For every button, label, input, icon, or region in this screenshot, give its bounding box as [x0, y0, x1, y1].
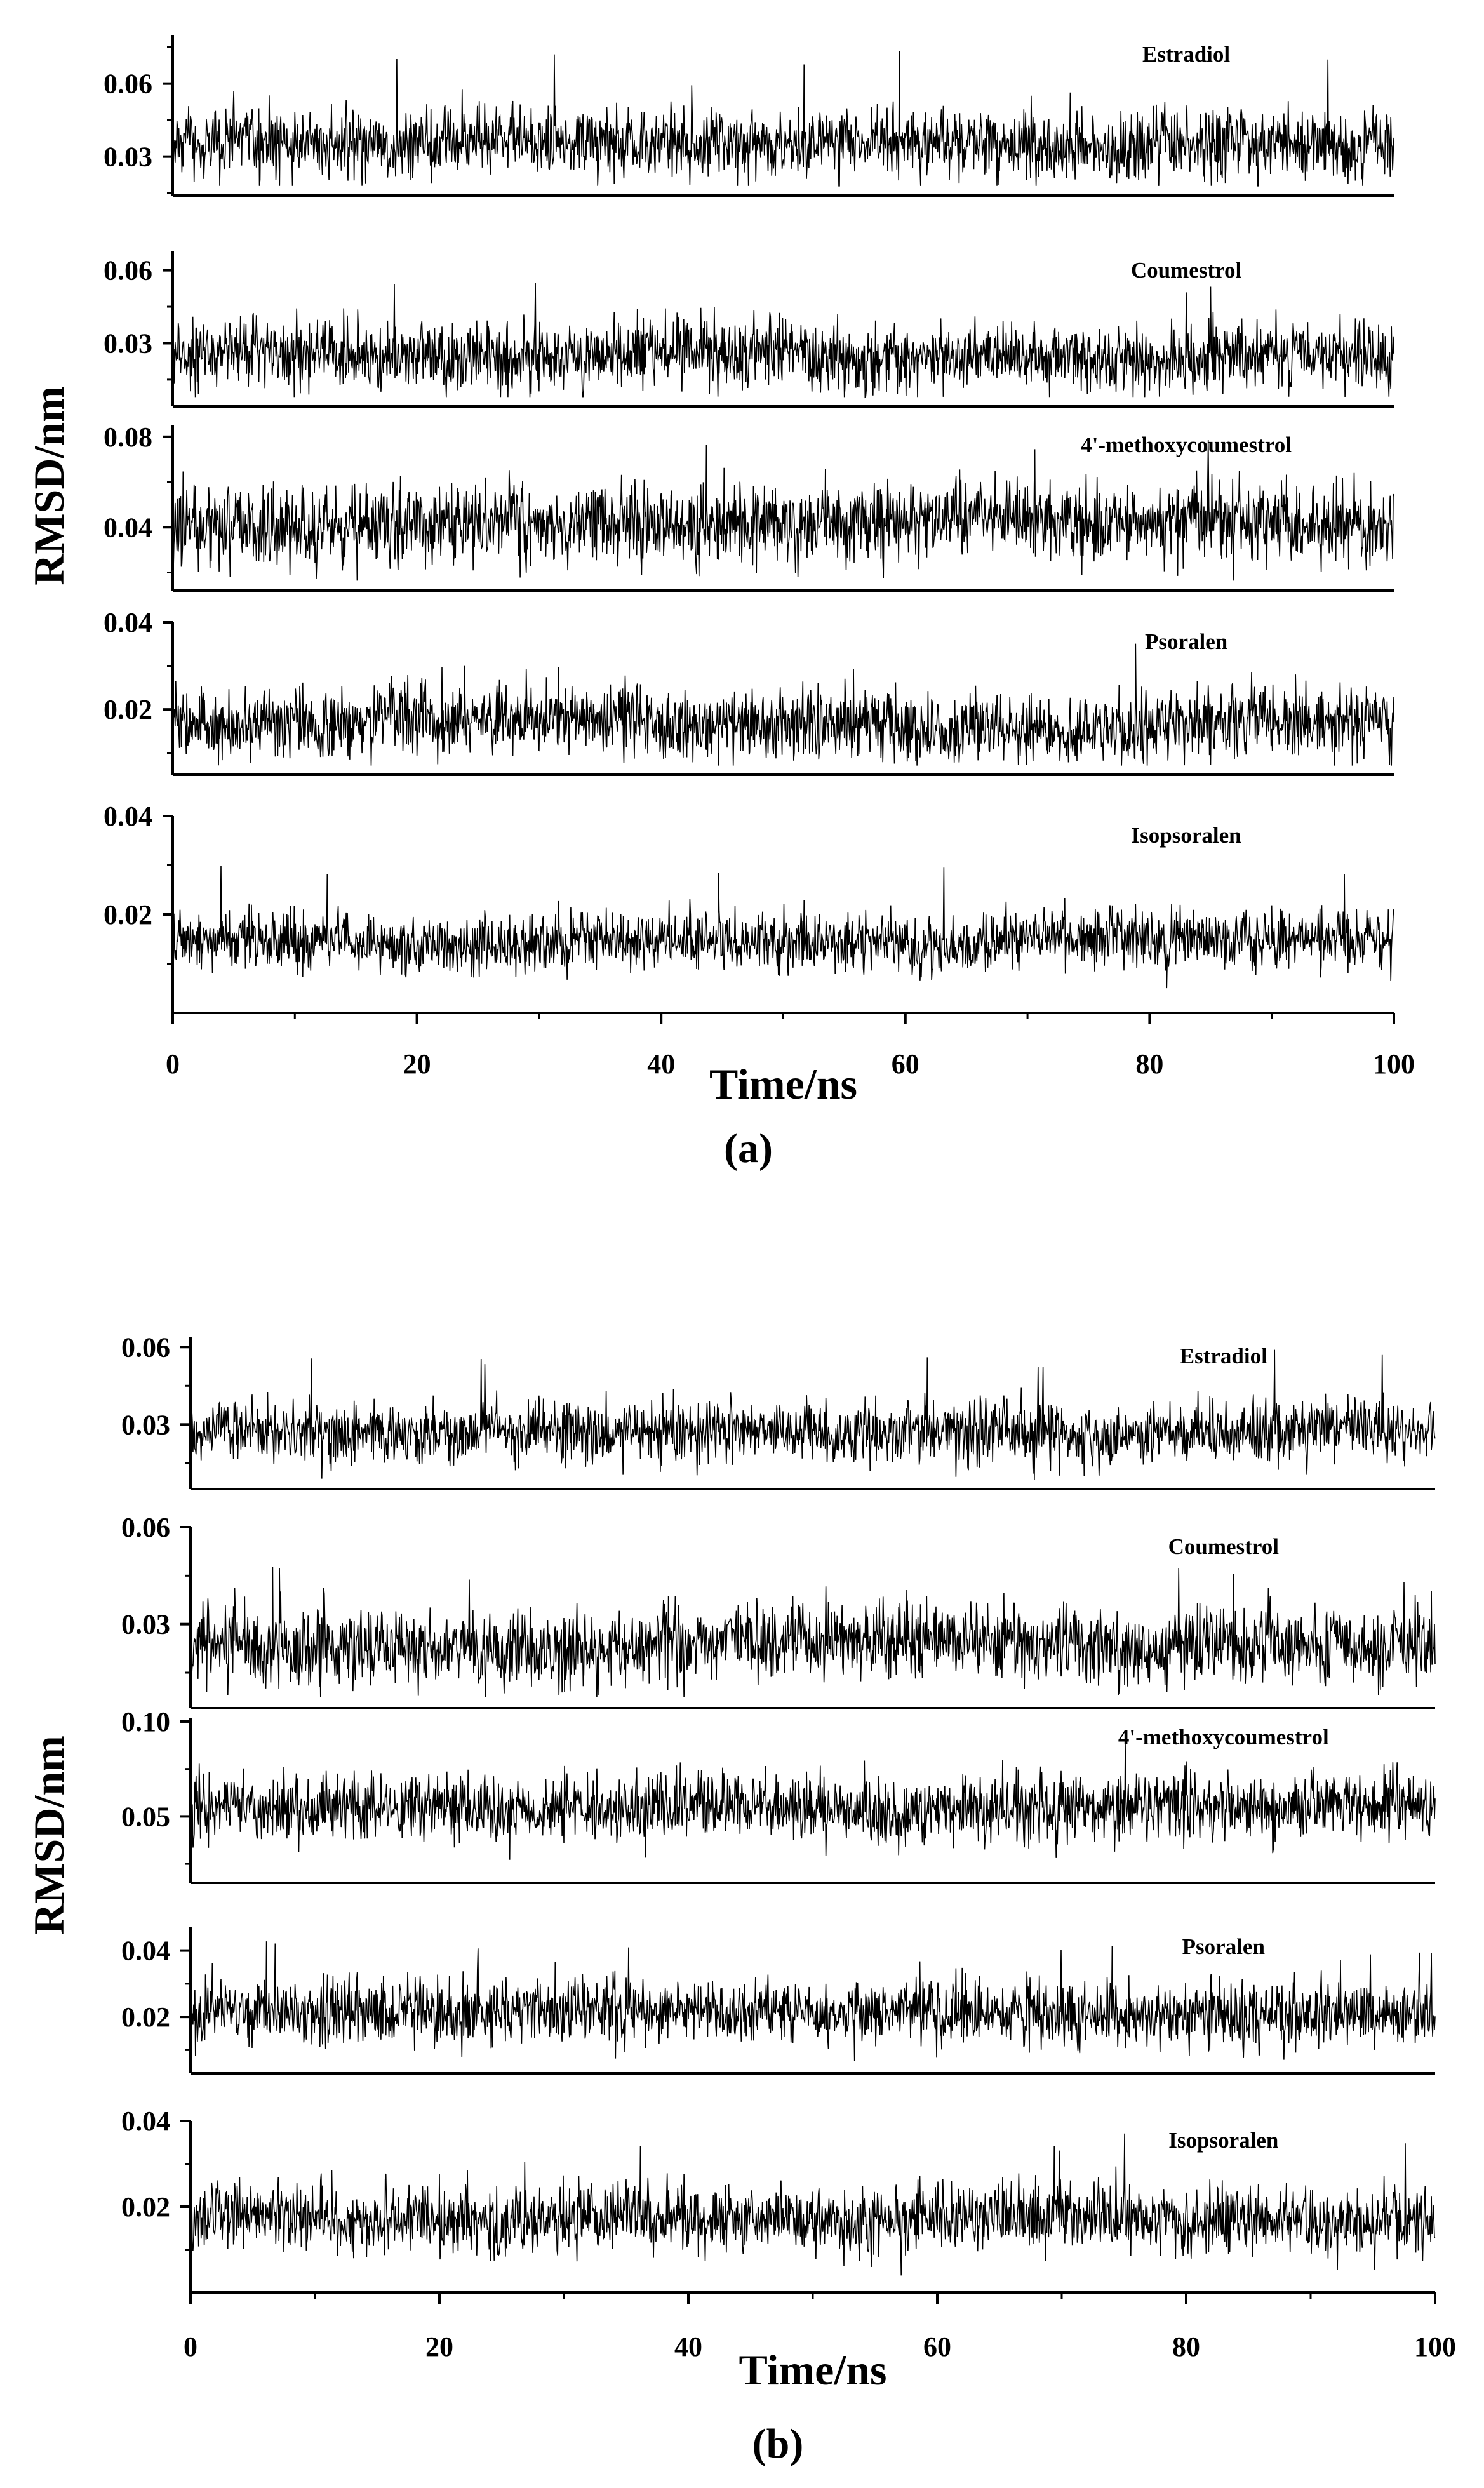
x-tick-label: 80	[1135, 1048, 1163, 1080]
y-tick-label: 0.04	[121, 1936, 170, 1967]
y-tick-label: 0.03	[104, 328, 152, 359]
series-line	[172, 866, 1394, 989]
x-tick-label: 100	[1373, 1048, 1415, 1080]
y-tick-label: 0.06	[121, 1332, 170, 1363]
subplot-estradiol: 0.03 0.06 Estradiol	[121, 1332, 1436, 1490]
series-line	[172, 51, 1394, 187]
y-tick-label: 0.05	[121, 1801, 170, 1832]
series-line	[190, 1567, 1436, 1697]
panel-label: (b)	[752, 2421, 804, 2467]
subplot-4-methoxycoumestrol: 0.04 0.08 4'-methoxycoumestrol	[104, 422, 1394, 592]
series-name-label: Coumestrol	[1131, 258, 1242, 283]
x-tick-label: 20	[403, 1048, 431, 1080]
subplot-psoralen: 0.02 0.04 Psoralen	[121, 1927, 1436, 2075]
x-axis-title: Time/ns	[709, 1060, 857, 1108]
x-axis-title: Time/ns	[739, 2346, 886, 2394]
x-tick-label: 20	[425, 2331, 453, 2362]
series-name-label: 4'-methoxycoumestrol	[1081, 432, 1292, 457]
panel-label: (a)	[724, 1125, 773, 1172]
y-tick-label: 0.03	[121, 1409, 170, 1440]
y-tick-label: 0.02	[104, 899, 152, 930]
subplot-isopsoralen: 0.02 0.04 Isopsoralen	[104, 801, 1394, 1014]
subplot-4-methoxycoumestrol: 0.05 0.10 4'-methoxycoumestrol	[121, 1706, 1436, 1884]
y-axis-title: RMSD/nm	[25, 386, 73, 585]
x-tick-label: 40	[647, 1048, 675, 1080]
x-tick-label: 0	[184, 2331, 197, 2362]
series-line	[172, 283, 1394, 399]
y-tick-label: 0.04	[104, 801, 152, 832]
series-line	[190, 1349, 1436, 1480]
series-name-label: Isopsoralen	[1168, 2128, 1278, 2153]
y-tick-label: 0.04	[104, 607, 152, 638]
series-line	[190, 2133, 1436, 2276]
x-tick-label: 0	[166, 1048, 180, 1080]
series-name-label: Isopsoralen	[1132, 823, 1241, 848]
y-tick-label: 0.03	[121, 1609, 170, 1640]
subplot-coumestrol: 0.03 0.06 Coumestrol	[104, 251, 1394, 408]
y-tick-label: 0.04	[104, 512, 152, 543]
y-tick-label: 0.03	[104, 142, 152, 173]
series-name-label: 4'-methoxycoumestrol	[1118, 1725, 1329, 1749]
series-line	[190, 1739, 1436, 1860]
x-tick-label: 60	[923, 2331, 951, 2362]
x-tick-label: 80	[1172, 2331, 1200, 2362]
panel-b: 0.030.06 Estradiol0.030.06Coumestrol0.050…	[25, 1332, 1456, 2467]
y-tick-label: 0.02	[121, 2191, 170, 2223]
y-axis-title: RMSD/nm	[25, 1736, 73, 1935]
y-tick-label: 0.10	[121, 1706, 170, 1737]
y-tick-label: 0.02	[121, 2002, 170, 2033]
subplot-psoralen: 0.02 0.04 Psoralen	[104, 607, 1394, 776]
x-tick-label: 100	[1414, 2331, 1456, 2362]
subplot-coumestrol: 0.03 0.06 Coumestrol	[121, 1512, 1436, 1709]
series-name-label: Coumestrol	[1168, 1534, 1280, 1559]
x-tick-label: 60	[892, 1048, 919, 1080]
series-name-label: Estradiol	[1180, 1344, 1267, 1368]
y-tick-label: 0.02	[104, 694, 152, 725]
series-name-label: Estradiol	[1142, 42, 1230, 67]
series-line	[172, 643, 1394, 766]
y-tick-label: 0.06	[121, 1512, 170, 1543]
x-tick-label: 40	[674, 2331, 702, 2362]
y-tick-label: 0.06	[104, 255, 152, 286]
subplot-isopsoralen: 0.02 0.04 Isopsoralen	[121, 2106, 1436, 2294]
y-tick-label: 0.04	[121, 2106, 170, 2137]
series-name-label: Psoralen	[1182, 1934, 1265, 1959]
y-tick-label: 0.06	[104, 69, 152, 100]
y-tick-label: 0.08	[104, 422, 152, 453]
subplot-estradiol: 0.03 0.06 Estradiol	[104, 35, 1394, 197]
series-line	[172, 439, 1394, 581]
series-name-label: Psoralen	[1145, 629, 1227, 654]
series-line	[190, 1941, 1436, 2061]
